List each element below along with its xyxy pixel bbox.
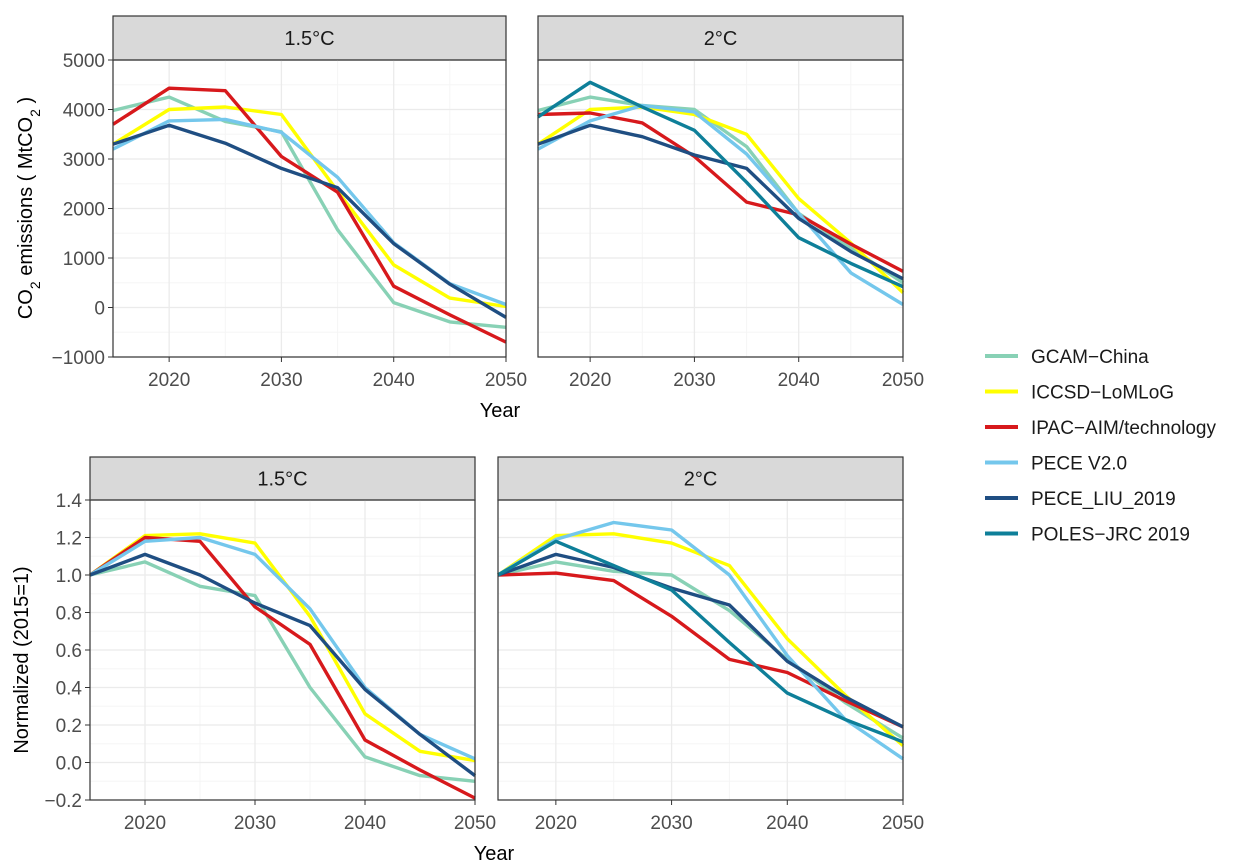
series-line-ICCSD−LoMLoG bbox=[89, 532, 476, 763]
panel-border bbox=[537, 59, 904, 358]
x-tick-label: 2020 bbox=[148, 370, 190, 391]
series-line-PECE_LIU_2019 bbox=[112, 123, 507, 319]
y-tick-label: 2000 bbox=[63, 200, 105, 221]
facet-strip-label: 2°C bbox=[684, 469, 718, 491]
facet-strip-label: 1.5°C bbox=[284, 28, 334, 50]
series-line-PECE_LIU_2019 bbox=[537, 123, 904, 281]
bottom-y-axis-title: Normalized (2015=1) bbox=[11, 566, 33, 753]
x-tick-label: 2050 bbox=[454, 813, 496, 834]
facet-strip bbox=[89, 456, 476, 501]
legend-item: GCAM−China bbox=[985, 347, 1149, 368]
legend-item: PECE_LIU_2019 bbox=[985, 489, 1176, 510]
bottom-x-axis-title: Year bbox=[474, 843, 515, 863]
series-line-GCAM−China bbox=[89, 560, 476, 783]
legend-item: POLES−JRC 2019 bbox=[985, 525, 1190, 546]
y-tick-label: 1000 bbox=[63, 249, 105, 270]
y-tick-label: 0.8 bbox=[56, 604, 82, 625]
panel-0-0: 1.5°C 2020 2030 2040 2050 −1000 0 1000 2000 3000 4… bbox=[52, 15, 527, 391]
x-tick-label: 2020 bbox=[535, 813, 577, 834]
x-tick-label: 2030 bbox=[673, 370, 715, 391]
x-tick-label: 2030 bbox=[234, 813, 276, 834]
panel-border bbox=[497, 499, 904, 801]
series-line-PECE V2.0 bbox=[497, 520, 904, 761]
x-tick-label: 2040 bbox=[766, 813, 808, 834]
series-line-IPAC−AIM/technology bbox=[537, 111, 904, 273]
series-line-ICCSD−LoMLoG bbox=[537, 105, 905, 294]
facet-strip-label: 2°C bbox=[704, 28, 738, 50]
x-tick-label: 2020 bbox=[569, 370, 611, 391]
series-line-PECE V2.0 bbox=[537, 103, 904, 306]
series-line-PECE_LIU_2019 bbox=[497, 552, 904, 729]
x-tick-label: 2050 bbox=[882, 813, 924, 834]
y-tick-label: −0.2 bbox=[44, 791, 82, 812]
panel-1-0: 1.5°C 2020 2030 2040 2050 −0.2 0.0 0.2 0.4 0.6 0.8… bbox=[44, 456, 496, 834]
legend-item: PECE V2.0 bbox=[985, 454, 1127, 475]
legend-label: ICCSD−LoMLoG bbox=[1031, 383, 1174, 404]
series-line-PECE V2.0 bbox=[112, 117, 507, 307]
panel-0-1: 2°C 2020 2030 2040 2050 bbox=[537, 15, 924, 391]
x-tick-label: 2040 bbox=[778, 370, 820, 391]
legend-label: GCAM−China bbox=[1031, 347, 1149, 368]
series-line-IPAC−AIM/technology bbox=[112, 86, 507, 344]
legend: GCAM−China ICCSD−LoMLoG IPAC−AIM/technolog… bbox=[985, 347, 1216, 546]
x-tick-label: 2030 bbox=[650, 813, 692, 834]
legend-label: IPAC−AIM/technology bbox=[1031, 418, 1216, 439]
facet-strip bbox=[112, 15, 507, 61]
legend-label: POLES−JRC 2019 bbox=[1031, 525, 1190, 546]
y-tick-label: 0.6 bbox=[56, 641, 82, 662]
chart-panels: 1.5°C 2020 2030 2040 2050 −1000 0 1000 2000 3000 4… bbox=[44, 15, 924, 834]
x-tick-label: 2050 bbox=[882, 370, 924, 391]
y-tick-label: 3000 bbox=[63, 150, 105, 171]
series-line-IPAC−AIM/technology bbox=[89, 535, 476, 800]
facet-strip bbox=[537, 15, 904, 61]
y-tick-label: 1.4 bbox=[56, 491, 83, 512]
top-y-axis-title: CO2 emissions ( MtCO2 ) bbox=[15, 97, 43, 319]
facet-strip-label: 1.5°C bbox=[257, 469, 307, 491]
y-tick-label: 0.2 bbox=[56, 716, 82, 737]
series-line-ICCSD−LoMLoG bbox=[112, 105, 507, 309]
y-tick-label: 5000 bbox=[63, 51, 105, 72]
x-tick-label: 2050 bbox=[485, 370, 527, 391]
top-x-axis-title: Year bbox=[480, 400, 521, 422]
y-tick-label: −1000 bbox=[52, 348, 105, 369]
y-tick-label: 0.4 bbox=[56, 679, 83, 700]
y-tick-label: 0 bbox=[94, 299, 105, 320]
series-line-GCAM−China bbox=[112, 95, 507, 329]
legend-item: ICCSD−LoMLoG bbox=[985, 383, 1174, 404]
panel-1-1: 2°C 2020 2030 2040 2050 bbox=[497, 456, 924, 834]
series-line-GCAM−China bbox=[537, 95, 904, 285]
x-tick-label: 2040 bbox=[344, 813, 386, 834]
x-tick-label: 2020 bbox=[124, 813, 166, 834]
y-tick-label: 0.0 bbox=[56, 754, 82, 775]
y-tick-label: 1.2 bbox=[56, 529, 82, 550]
legend-label: PECE V2.0 bbox=[1031, 454, 1127, 475]
series-line-IPAC−AIM/technology bbox=[497, 571, 904, 729]
x-tick-label: 2040 bbox=[373, 370, 415, 391]
y-tick-label: 1.0 bbox=[56, 566, 82, 587]
series-line-POLES−JRC 2019 bbox=[537, 80, 904, 289]
series-line-POLES−JRC 2019 bbox=[497, 539, 904, 744]
facet-strip bbox=[497, 456, 904, 501]
legend-label: PECE_LIU_2019 bbox=[1031, 489, 1176, 510]
x-tick-label: 2030 bbox=[260, 370, 302, 391]
legend-item: IPAC−AIM/technology bbox=[985, 418, 1216, 439]
y-tick-label: 4000 bbox=[63, 101, 105, 122]
series-line-PECE_LIU_2019 bbox=[89, 552, 477, 777]
